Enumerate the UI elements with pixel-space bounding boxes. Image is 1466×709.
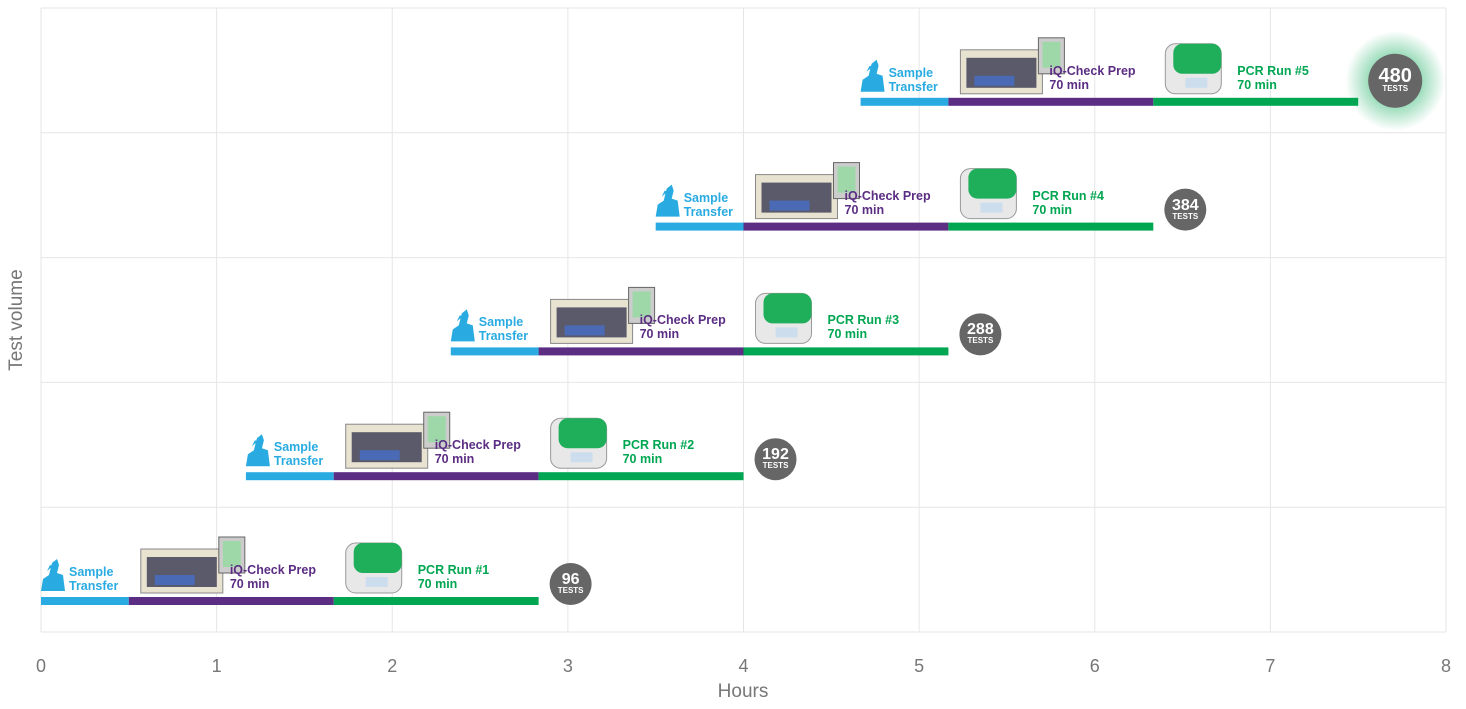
tests-badge (754, 438, 797, 481)
pcr-icon (1173, 43, 1222, 74)
segment-label: Sample Transfer (69, 565, 119, 593)
segment-bar (538, 472, 744, 481)
robot-icon (427, 416, 446, 443)
hand-icon (245, 434, 270, 467)
segment-label: Sample Transfer (888, 65, 938, 94)
x-axis-label: Hours (718, 681, 769, 702)
duration-label: 70 min (417, 577, 458, 591)
tests-badge (549, 563, 592, 605)
tests-badge (959, 313, 1002, 356)
duration-label: 70 min (827, 327, 868, 342)
segment-bar (333, 472, 539, 481)
pcr-icon (763, 293, 812, 324)
duration-label: 70 min (1049, 77, 1089, 92)
segment-bar (245, 472, 334, 481)
x-tick-label: 1 (212, 656, 222, 676)
duration-label: 70 min (434, 452, 475, 467)
segment-bar (128, 597, 334, 605)
x-tick-label: 7 (1265, 656, 1275, 676)
pcr-icon (1185, 77, 1208, 88)
segment-label: iQ-Check Prep (844, 188, 931, 203)
x-tick-label: 6 (1090, 656, 1100, 676)
tests-unit: TESTS (1172, 211, 1199, 221)
tests-unit: TESTS (557, 586, 584, 595)
tests-count: 384 (1171, 196, 1199, 214)
segment-bar (333, 597, 539, 605)
duration-label: 70 min (622, 452, 663, 467)
segment-label: iQ-Check Prep (434, 438, 521, 453)
duration-label: 70 min (1032, 202, 1072, 217)
segment-label: PCR Run #5 (1237, 63, 1309, 78)
x-tick-label: 4 (738, 656, 748, 676)
timeline-row (450, 286, 1002, 356)
tests-unit: TESTS (762, 461, 789, 471)
segment-label: iQ-Check Prep (639, 313, 726, 328)
tests-count: 288 (967, 321, 994, 339)
pcr-icon (558, 418, 607, 449)
robot-icon (974, 75, 1015, 86)
hand-icon (860, 59, 885, 92)
segment-label: PCR Run #1 (417, 563, 490, 577)
pcr-icon (775, 327, 798, 338)
x-tick-label: 2 (387, 656, 397, 676)
timeline-row (655, 162, 1207, 231)
segment-label: iQ-Check Prep (1049, 63, 1136, 78)
segment-bar (743, 347, 949, 356)
segment-label: Sample Transfer (273, 440, 324, 469)
tests-unit: TESTS (1382, 83, 1409, 93)
x-tick-label: 3 (563, 656, 573, 676)
timeline-row (245, 411, 797, 481)
robot-icon (154, 575, 195, 585)
hand-icon (450, 309, 475, 342)
segment-label: Sample Transfer (478, 315, 529, 344)
y-axis-label: Test volume (6, 269, 27, 370)
timeline-row (860, 30, 1446, 131)
segment-bar (948, 97, 1154, 106)
segment-label: iQ-Check Prep (229, 563, 316, 577)
segment-bar (1153, 97, 1359, 106)
hand-icon (41, 559, 65, 591)
segment-bar (655, 222, 744, 231)
duration-label: 70 min (639, 327, 680, 342)
duration-label: 70 min (1237, 77, 1277, 92)
segment-label: Sample Transfer (683, 190, 734, 219)
x-tick-label: 8 (1441, 656, 1451, 676)
pcr-icon (353, 543, 402, 573)
segment-label: PCR Run #2 (622, 438, 695, 453)
pcr-icon (968, 168, 1017, 199)
duration-label: 70 min (229, 577, 270, 591)
robot-icon (769, 200, 810, 211)
robot-icon (222, 541, 241, 567)
robot-icon (359, 450, 400, 461)
robot-icon (632, 291, 651, 318)
tests-badge (1368, 53, 1423, 108)
robot-icon (1042, 41, 1061, 68)
segment-label: PCR Run #3 (827, 313, 900, 328)
hand-icon (655, 184, 680, 217)
segment-bar (948, 222, 1154, 231)
segment-bar (538, 347, 744, 356)
tests-unit: TESTS (967, 336, 994, 346)
segment-bar (41, 597, 129, 605)
tests-count: 96 (561, 571, 580, 588)
tests-badge (1164, 188, 1207, 231)
segment-bar (450, 347, 539, 356)
pcr-icon (365, 577, 388, 587)
tests-count: 192 (762, 446, 789, 464)
timeline-row (41, 536, 592, 605)
segment-bar (860, 97, 949, 106)
robot-icon (564, 325, 605, 336)
x-tick-label: 0 (36, 656, 46, 676)
pcr-icon (570, 452, 593, 463)
robot-icon (837, 166, 856, 193)
x-tick-label: 5 (914, 656, 924, 676)
segment-label: PCR Run #4 (1032, 188, 1104, 203)
pcr-icon (980, 202, 1003, 213)
tests-count: 480 (1378, 64, 1412, 87)
duration-label: 70 min (844, 202, 885, 217)
segment-bar (743, 222, 949, 231)
